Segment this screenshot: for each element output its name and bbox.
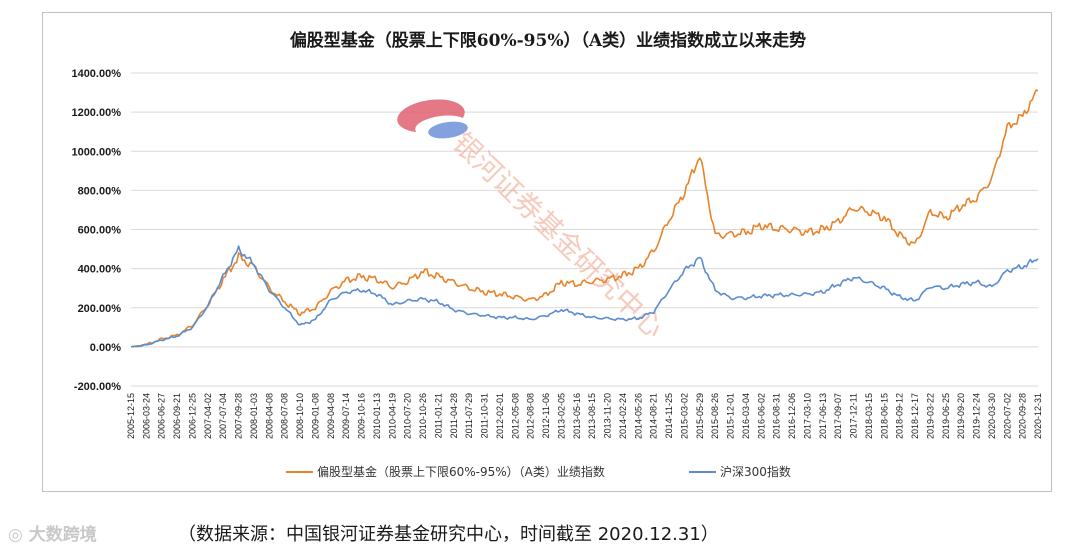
x-tick-label: 2010-07-20	[403, 393, 413, 439]
y-tick-label: -200.00%	[74, 381, 121, 393]
legend-label-hs300: 沪深300指数	[720, 464, 791, 479]
x-tick-label: 2016-03-04	[741, 393, 751, 439]
legend: 偏股型基金（股票上下限60%-95%）（A类）业绩指数 沪深300指数	[286, 464, 791, 479]
x-tick-label: 2019-06-25	[941, 393, 951, 439]
grid-lines	[131, 72, 1038, 387]
series-line-hs300	[130, 245, 1039, 348]
x-tick-label: 2011-10-31	[480, 393, 490, 438]
x-tick-label: 2015-03-02	[679, 393, 689, 439]
x-tick-label: 2017-12-11	[849, 393, 859, 438]
x-tick-label: 2020-12-31	[1033, 393, 1043, 439]
x-tick-label: 2017-09-07	[833, 393, 843, 439]
x-tick-label: 2016-06-02	[756, 393, 766, 439]
x-tick-label: 2015-05-29	[695, 393, 705, 439]
x-tick-label: 2019-03-22	[925, 393, 935, 439]
x-tick-label: 2015-12-01	[726, 393, 736, 439]
brand-icon: ◎	[8, 525, 23, 545]
line-chart: 1400.00% 1200.00% 1000.00% 800.00% 600.00% 40…	[71, 30, 1043, 479]
x-tick-label: 2010-01-13	[372, 393, 382, 439]
x-tick-label: 2018-03-15	[864, 393, 874, 439]
y-axis-ticks: 1400.00% 1200.00% 1000.00% 800.00% 600.00% 40…	[71, 68, 121, 393]
x-tick-label: 2013-11-20	[603, 393, 613, 438]
x-tick-label: 2016-12-06	[787, 393, 797, 439]
x-tick-label: 2014-02-24	[618, 393, 628, 439]
x-tick-label: 2014-08-21	[649, 393, 659, 439]
x-tick-label: 2016-08-31	[772, 393, 782, 439]
x-tick-label: 2017-06-13	[818, 393, 828, 439]
x-tick-label: 2015-08-26	[710, 393, 720, 439]
x-tick-label: 2008-10-10	[295, 393, 305, 439]
watermark: 银河证券基金研究中心	[397, 99, 670, 345]
x-tick-label: 2006-06-27	[157, 393, 167, 439]
x-tick-label: 2006-03-24	[141, 393, 151, 439]
x-tick-label: 2018-12-17	[910, 393, 920, 439]
x-tick-label: 2018-06-15	[879, 393, 889, 439]
brand-name: 大数跨境	[28, 525, 97, 545]
x-tick-label: 2010-04-19	[387, 393, 397, 439]
x-tick-label: 2009-07-14	[341, 393, 351, 439]
chart-title: 偏股型基金（股票上下限60%-95%）（A类）业绩指数成立以来走势	[290, 30, 806, 51]
data-series	[130, 89, 1039, 348]
watermark-logo-icon	[397, 99, 468, 139]
y-tick-label: 200.00%	[78, 303, 122, 315]
series-line-fund-index	[130, 89, 1039, 348]
x-tick-label: 2005-12-15	[126, 393, 136, 439]
x-tick-label: 2009-04-08	[326, 393, 336, 439]
source-note: （数据来源：中国银河证券基金研究中心，时间截至 2020.12.31）	[178, 524, 719, 545]
x-tick-label: 2007-07-04	[218, 393, 228, 439]
x-tick-label: 2014-05-26	[633, 393, 643, 439]
y-tick-label: 1000.00%	[71, 146, 121, 158]
y-tick-label: 1400.00%	[71, 68, 121, 80]
x-tick-label: 2011-04-28	[449, 393, 459, 438]
x-tick-label: 2013-02-05	[556, 393, 566, 439]
x-tick-label: 2020-07-02	[1002, 393, 1012, 439]
x-axis-ticks: 2005-12-15 2006-03-24 2006-06-27 2006-09-21…	[126, 393, 1043, 439]
x-tick-label: 2008-07-08	[280, 393, 290, 439]
legend-label-fund: 偏股型基金（股票上下限60%-95%）（A类）业绩指数	[317, 464, 605, 479]
x-tick-label: 2011-01-21	[433, 393, 443, 438]
y-tick-label: 400.00%	[78, 264, 122, 276]
brand-logo: ◎ 大数跨境	[8, 520, 97, 545]
x-tick-label: 2019-12-24	[972, 393, 982, 439]
y-tick-label: 800.00%	[78, 185, 122, 197]
x-tick-label: 2019-09-20	[956, 393, 966, 439]
x-tick-label: 2014-11-25	[664, 393, 674, 438]
x-tick-label: 2012-05-08	[510, 393, 520, 439]
x-tick-label: 2012-08-08	[526, 393, 536, 439]
x-tick-label: 2006-12-25	[187, 393, 197, 439]
x-tick-label: 2009-10-16	[357, 393, 367, 439]
x-tick-label: 2010-10-26	[418, 393, 428, 439]
x-tick-label: 2009-01-08	[310, 393, 320, 439]
x-tick-label: 2008-01-03	[249, 393, 259, 439]
x-tick-label: 2007-09-28	[234, 393, 244, 439]
y-tick-label: 1200.00%	[71, 107, 121, 119]
y-tick-label: 600.00%	[78, 225, 122, 237]
x-tick-label: 2018-09-12	[895, 393, 905, 439]
x-tick-label: 2012-11-06	[541, 393, 551, 438]
x-tick-label: 2020-03-30	[987, 393, 997, 439]
x-tick-label: 2020-09-28	[1018, 393, 1028, 439]
chart-container: 1400.00% 1200.00% 1000.00% 800.00% 600.00% 40…	[42, 12, 1052, 492]
x-tick-label: 2006-09-21	[172, 393, 182, 439]
x-tick-label: 2013-05-16	[572, 393, 582, 439]
x-tick-label: 2012-02-01	[495, 393, 505, 439]
x-tick-label: 2013-08-15	[587, 393, 597, 439]
y-tick-label: 0.00%	[90, 342, 121, 354]
x-tick-label: 2017-03-10	[802, 393, 812, 439]
x-tick-label: 2007-04-02	[203, 393, 213, 439]
x-tick-label: 2008-04-08	[264, 393, 274, 439]
x-tick-label: 2011-07-29	[464, 393, 474, 438]
